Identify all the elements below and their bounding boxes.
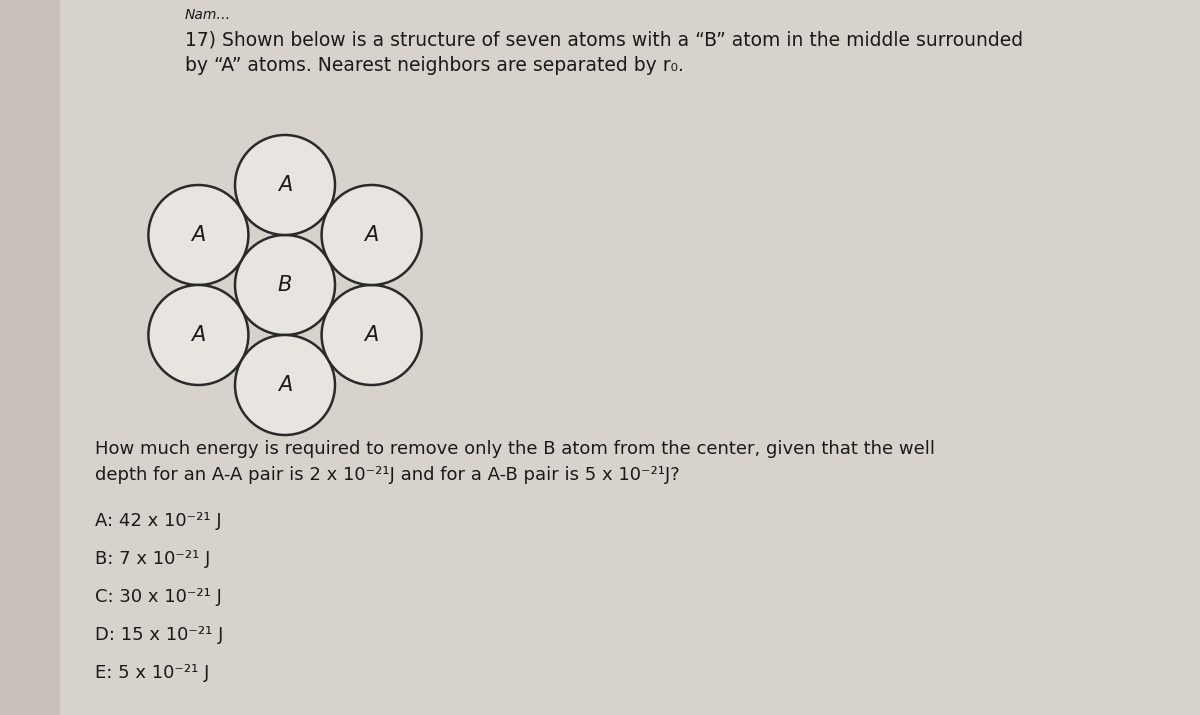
Circle shape (149, 285, 248, 385)
Text: A: A (278, 375, 292, 395)
Circle shape (149, 185, 248, 285)
Text: A: A (365, 225, 379, 245)
Text: A: A (278, 175, 292, 195)
Text: E: 5 x 10⁻²¹ J: E: 5 x 10⁻²¹ J (95, 664, 209, 682)
Text: A: A (191, 325, 205, 345)
Text: A: A (191, 225, 205, 245)
Text: by “A” atoms. Nearest neighbors are separated by r₀.: by “A” atoms. Nearest neighbors are sepa… (185, 56, 684, 75)
Text: depth for an A-A pair is 2 x 10⁻²¹J and for a A-B pair is 5 x 10⁻²¹J?: depth for an A-A pair is 2 x 10⁻²¹J and … (95, 466, 679, 484)
Circle shape (322, 285, 421, 385)
Circle shape (235, 135, 335, 235)
FancyBboxPatch shape (60, 0, 1200, 715)
Text: A: 42 x 10⁻²¹ J: A: 42 x 10⁻²¹ J (95, 512, 222, 530)
Text: How much energy is required to remove only the B atom from the center, given tha: How much energy is required to remove on… (95, 440, 935, 458)
Circle shape (235, 235, 335, 335)
Text: C: 30 x 10⁻²¹ J: C: 30 x 10⁻²¹ J (95, 588, 222, 606)
Text: 17) Shown below is a structure of seven atoms with a “B” atom in the middle surr: 17) Shown below is a structure of seven … (185, 30, 1024, 49)
Circle shape (322, 185, 421, 285)
Text: Nam…: Nam… (185, 8, 232, 22)
Circle shape (235, 335, 335, 435)
Text: A: A (365, 325, 379, 345)
Text: B: B (278, 275, 292, 295)
Text: D: 15 x 10⁻²¹ J: D: 15 x 10⁻²¹ J (95, 626, 223, 644)
Text: B: 7 x 10⁻²¹ J: B: 7 x 10⁻²¹ J (95, 550, 210, 568)
